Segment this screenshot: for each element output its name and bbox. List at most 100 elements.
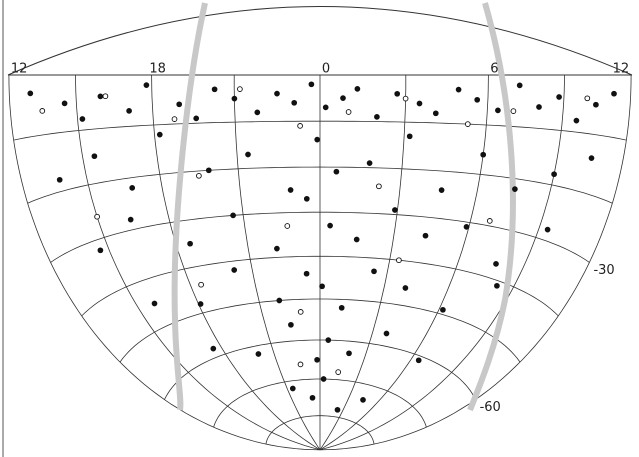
star-filled xyxy=(544,226,551,233)
star-open xyxy=(237,86,243,92)
star-filled xyxy=(353,236,360,243)
star-filled xyxy=(360,397,366,403)
star-filled xyxy=(374,114,380,120)
star-filled xyxy=(56,176,63,183)
star-open xyxy=(171,116,178,122)
meridian xyxy=(75,74,321,451)
star-filled xyxy=(245,151,251,158)
star-filled xyxy=(151,300,158,307)
star-filled xyxy=(334,406,341,413)
star-open xyxy=(297,309,304,315)
star-filled xyxy=(231,267,238,273)
star-filled xyxy=(79,116,86,122)
star-open xyxy=(396,257,402,264)
star-filled xyxy=(394,90,401,97)
star-filled xyxy=(556,94,562,100)
star-open xyxy=(345,109,352,115)
parallel xyxy=(27,166,613,204)
star-filled xyxy=(327,222,333,229)
star-filled xyxy=(593,101,599,108)
star-open xyxy=(39,108,46,114)
meridian xyxy=(151,74,321,451)
star-filled xyxy=(97,247,104,254)
meridian xyxy=(319,75,407,451)
star-filled xyxy=(406,133,413,140)
star-filled xyxy=(333,168,340,175)
star-filled xyxy=(438,187,445,193)
star-filled xyxy=(354,86,361,92)
parallel xyxy=(213,378,427,428)
star-open xyxy=(510,108,517,114)
outer-arc xyxy=(7,6,633,76)
star-filled xyxy=(303,270,310,277)
meridian xyxy=(319,74,489,451)
star-filled xyxy=(320,376,327,382)
star-filled xyxy=(325,337,332,343)
ra-label: 12 xyxy=(11,62,28,77)
star-filled xyxy=(516,82,523,89)
star-open xyxy=(198,281,204,288)
star-filled xyxy=(126,108,132,114)
dec-label: -60 xyxy=(480,400,501,415)
star-filled xyxy=(274,90,280,97)
ra-label: 18 xyxy=(149,62,166,77)
meridian xyxy=(8,74,321,451)
star-open xyxy=(376,183,382,190)
star-filled xyxy=(61,100,68,107)
star-filled xyxy=(432,110,439,117)
star-open xyxy=(335,369,342,375)
star-filled xyxy=(495,107,501,114)
parallel xyxy=(119,298,521,363)
star-filled xyxy=(551,171,557,178)
star-filled xyxy=(392,207,398,213)
star-open xyxy=(402,95,409,102)
star-filled xyxy=(308,81,315,88)
star-filled xyxy=(288,321,294,328)
star-filled xyxy=(455,86,462,93)
star-filled xyxy=(197,301,204,307)
star-filled xyxy=(193,115,200,122)
star-open xyxy=(94,213,100,220)
star-filled xyxy=(176,101,183,108)
star-filled xyxy=(493,261,499,267)
star-open xyxy=(196,172,202,179)
meridian xyxy=(319,74,565,451)
star-filled xyxy=(383,330,390,337)
galactic-band xyxy=(171,2,208,411)
parallel xyxy=(13,120,627,141)
star-filled xyxy=(303,195,310,202)
star-filled xyxy=(512,186,518,192)
star-filled xyxy=(338,304,345,311)
star-filled xyxy=(231,95,238,102)
star-filled xyxy=(129,185,136,191)
star-filled xyxy=(416,100,423,107)
star-open xyxy=(486,218,493,224)
star-filled xyxy=(588,155,595,161)
star-filled xyxy=(187,240,193,247)
star-open xyxy=(584,95,591,102)
dec-label: -30 xyxy=(593,263,614,278)
star-filled xyxy=(340,95,346,101)
star-filled xyxy=(230,212,236,219)
ra-label: 12 xyxy=(613,62,630,77)
star-filled xyxy=(97,93,104,100)
parallel xyxy=(164,339,476,400)
star-open xyxy=(102,93,109,100)
star-filled xyxy=(291,99,298,106)
star-open xyxy=(284,223,291,229)
star-filled xyxy=(415,357,422,364)
star-filled xyxy=(205,167,212,174)
star-filled xyxy=(127,216,134,223)
star-filled xyxy=(287,187,294,193)
galactic-band xyxy=(467,2,516,412)
star-filled xyxy=(322,104,329,111)
star-filled xyxy=(143,82,150,88)
star-filled xyxy=(309,394,316,401)
star-filled xyxy=(463,224,470,230)
star-open xyxy=(297,361,304,368)
meridian xyxy=(233,75,321,451)
star-filled xyxy=(211,86,218,93)
star-open xyxy=(464,121,471,127)
ra-label: 6 xyxy=(490,62,498,77)
